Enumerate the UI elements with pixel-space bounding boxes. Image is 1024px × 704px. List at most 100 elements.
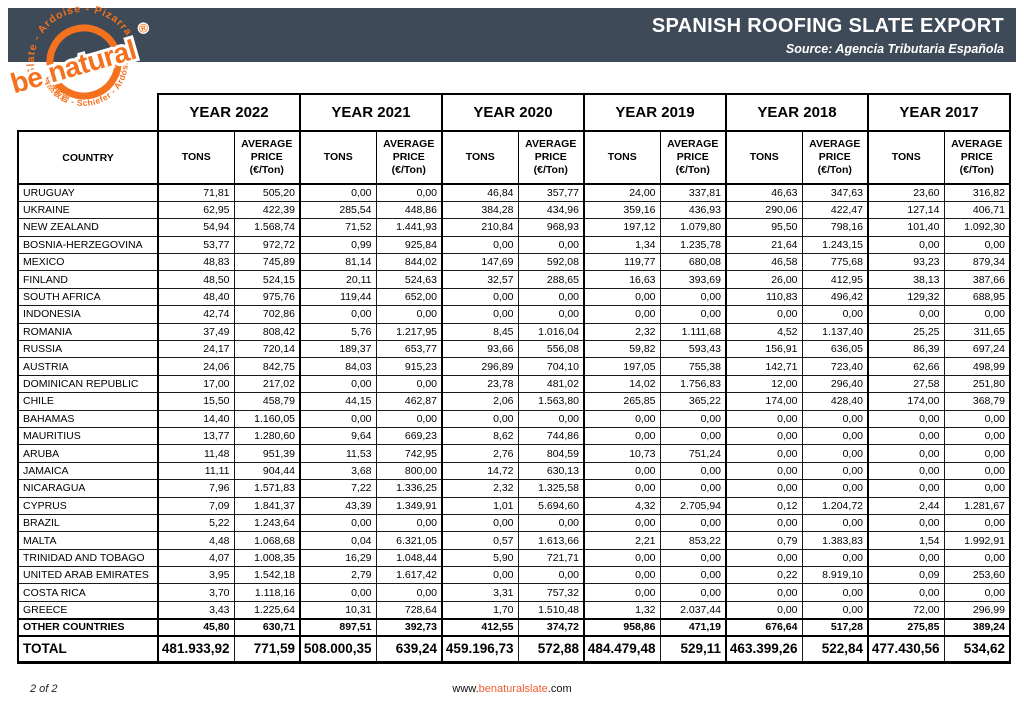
cell-value: 0,00 (441, 287, 519, 307)
cell-value: 12,00 (725, 374, 803, 394)
table-row: MALTA 4,48 1.068,68 0,04 6.321,05 0,57 1.613,6… (17, 531, 1011, 550)
cell-value: 975,76 (233, 287, 301, 307)
cell-value: 744,86 (517, 426, 585, 446)
cell-value: 11,11 (157, 461, 235, 481)
cell-value: 95,50 (725, 218, 803, 237)
price-header-cell: AVERAGE PRICE (€/Ton) (517, 130, 585, 185)
cell-value: 0,00 (867, 305, 945, 324)
url-brand[interactable]: benaturalslate (478, 683, 548, 695)
cell-value: 842,75 (233, 357, 301, 376)
table-row: MEXICO 48,83 745,89 81,14 844,02 147,69 592,08… (17, 253, 1011, 272)
cell-value: 0,00 (943, 305, 1011, 324)
cell-country: BAHAMAS (17, 409, 159, 428)
country-header-cell: COUNTRY (17, 130, 159, 185)
cell-value: 72,00 (867, 600, 945, 620)
logo-ring (46, 24, 122, 100)
year-header-2022: YEAR 2022 (157, 93, 301, 132)
cell-value: 757,32 (517, 583, 585, 602)
cell-value: 1.243,64 (233, 513, 301, 533)
cell-value: 44,15 (299, 392, 377, 411)
cell-country: TRINIDAD AND TOBAGO (17, 548, 159, 568)
website-url[interactable]: www.benaturalslate.com (0, 683, 1024, 695)
cell-value: 0,00 (725, 426, 803, 446)
cell-value: 46,58 (725, 253, 803, 272)
cell-value: 368,79 (943, 392, 1011, 411)
cell-value: 0,00 (867, 479, 945, 498)
cell-value: 217,02 (233, 374, 301, 394)
cell-value: 0,00 (801, 305, 869, 324)
year-header-2018: YEAR 2018 (725, 93, 869, 132)
cell-value: 0,00 (943, 426, 1011, 446)
cell-value: 110,83 (725, 287, 803, 307)
cell-country: ROMANIA (17, 322, 159, 342)
cell-value: 0,09 (867, 566, 945, 585)
cell-value: 800,00 (375, 461, 443, 481)
cell-value: 0,00 (583, 461, 661, 481)
cell-value: 1.510,48 (517, 600, 585, 620)
year-header-2021: YEAR 2021 (299, 93, 443, 132)
cell-country: AUSTRIA (17, 357, 159, 376)
cell-value: 86,39 (867, 340, 945, 359)
cell-value: 0,00 (867, 444, 945, 463)
cell-value: 129,32 (867, 287, 945, 307)
table-row: NICARAGUA 7,96 1.571,83 7,22 1.336,25 2,32 1.3… (17, 479, 1011, 498)
table-row: AUSTRIA 24,06 842,75 84,03 915,23 296,89 704,1… (17, 357, 1011, 376)
cell-value: 697,24 (943, 340, 1011, 359)
cell-value: 6.321,05 (375, 531, 443, 550)
cell-value: 0,04 (299, 531, 377, 550)
cell-value: 458,79 (233, 392, 301, 411)
cell-value: 251,80 (943, 374, 1011, 394)
cell-value: 1,54 (867, 531, 945, 550)
cell-value: 27,58 (867, 374, 945, 394)
cell-value: 1.235,78 (659, 235, 727, 255)
cell-value: 808,42 (233, 322, 301, 342)
cell-value: 0,00 (441, 235, 519, 255)
url-com[interactable]: .com (547, 683, 572, 695)
cell-value: 0,00 (375, 374, 443, 394)
cell-value: 48,50 (157, 270, 235, 289)
table-row: DOMINICAN REPUBLIC 17,00 217,02 0,00 0,00 23,… (17, 374, 1011, 394)
cell-value: 5.694,60 (517, 496, 585, 515)
cell-value: 1.118,16 (233, 583, 301, 602)
cell-value: 0,00 (725, 600, 803, 620)
tons-header-cell: TONS (299, 130, 377, 185)
cell-value: 0,00 (659, 513, 727, 533)
cell-value: 288,65 (517, 270, 585, 289)
cell-value: 24,17 (157, 340, 235, 359)
cell-value: 422,39 (233, 200, 301, 220)
cell-country: JAMAICA (17, 461, 159, 481)
cell-value: 0,00 (867, 583, 945, 602)
cell-value: 2,32 (441, 479, 519, 498)
cell-value: 0,00 (943, 513, 1011, 533)
cell-value: 0,00 (659, 409, 727, 428)
cell-value: 2,06 (441, 392, 519, 411)
cell-value: 337,81 (659, 183, 727, 202)
cell-value: 9,64 (299, 426, 377, 446)
cell-value: 147,69 (441, 253, 519, 272)
cell-value: 428,40 (801, 392, 869, 411)
cell-value: 25,25 (867, 322, 945, 342)
cell-value: 723,40 (801, 357, 869, 376)
cell-value: 1,01 (441, 496, 519, 515)
cell-value: 412,95 (801, 270, 869, 289)
price-header-cell: AVERAGE PRICE (€/Ton) (375, 130, 443, 185)
cell-value: 0,00 (441, 566, 519, 585)
url-www[interactable]: www. (452, 683, 479, 695)
cell-value: 0,00 (867, 235, 945, 255)
tons-header-cell: TONS (725, 130, 803, 185)
cell-value: 23,60 (867, 183, 945, 202)
cell-value: 639,24 (375, 635, 443, 664)
cell-value: 347,63 (801, 183, 869, 202)
table-row: INDONESIA 42,74 702,86 0,00 0,00 0,00 0,00 0,00… (17, 305, 1011, 324)
cell-value: 422,47 (801, 200, 869, 220)
cell-value: 688,95 (943, 287, 1011, 307)
cell-value: 285,54 (299, 200, 377, 220)
cell-country: MAURITIUS (17, 426, 159, 446)
cell-value: 43,39 (299, 496, 377, 515)
cell-value: 2,21 (583, 531, 661, 550)
cell-value: 0,00 (375, 183, 443, 202)
cell-value: 7,22 (299, 479, 377, 498)
cell-value: 728,64 (375, 600, 443, 620)
cell-value: 1.841,37 (233, 496, 301, 515)
cell-value: 972,72 (233, 235, 301, 255)
